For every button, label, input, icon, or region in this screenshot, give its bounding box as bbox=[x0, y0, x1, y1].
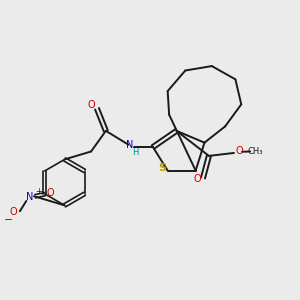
Text: N: N bbox=[26, 192, 34, 202]
Text: N: N bbox=[126, 140, 133, 150]
Text: H: H bbox=[132, 148, 139, 158]
Text: −: − bbox=[3, 215, 13, 225]
Text: O: O bbox=[193, 174, 201, 184]
Text: O: O bbox=[9, 207, 17, 218]
Text: CH₃: CH₃ bbox=[248, 147, 263, 156]
Text: O: O bbox=[236, 146, 243, 156]
Text: S: S bbox=[158, 163, 166, 173]
Text: O: O bbox=[47, 188, 55, 198]
Text: O: O bbox=[87, 100, 95, 110]
Text: +: + bbox=[35, 187, 41, 196]
